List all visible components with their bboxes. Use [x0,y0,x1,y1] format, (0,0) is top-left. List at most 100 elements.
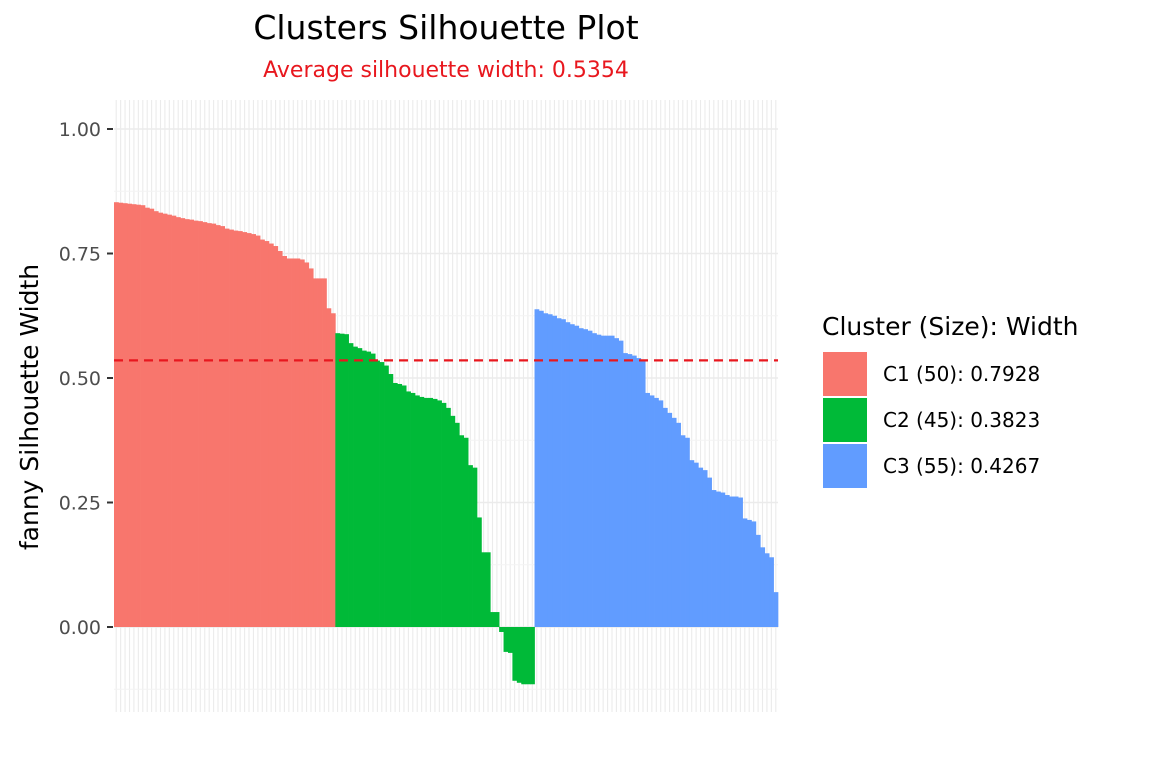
silhouette-bar-c3 [569,324,575,627]
silhouette-bar-c1 [299,259,305,627]
silhouette-bar-c2 [472,467,478,627]
silhouette-bar-c3 [764,553,770,627]
silhouette-bar-c1 [153,211,159,628]
silhouette-bar-c1 [211,223,217,627]
y-tick-label: 0.50 [59,368,101,390]
silhouette-bar-c2 [481,552,487,627]
silhouette-bar-c2 [516,627,522,683]
silhouette-bar-c2 [397,383,403,627]
silhouette-bar-c2 [454,422,460,627]
silhouette-bar-c1 [118,202,124,628]
silhouette-bar-c2 [503,627,509,652]
silhouette-bar-c2 [375,360,380,627]
silhouette-bar-c3 [769,557,774,627]
silhouette-bar-c2 [525,627,531,685]
silhouette-bar-c2 [432,398,438,627]
silhouette-bar-c3 [773,592,779,627]
y-tick-label: 0.75 [59,244,101,266]
silhouette-bar-c3 [667,412,673,627]
silhouette-bar-c3 [578,328,584,627]
silhouette-bar-c3 [587,330,593,627]
silhouette-bar-c1 [282,255,287,628]
silhouette-bar-c3 [605,335,611,627]
silhouette-bar-c2 [441,402,447,627]
silhouette-bar-c3 [658,400,664,627]
silhouette-bar-c1 [198,221,203,627]
silhouette-bar-c3 [543,313,549,627]
legend-title: Cluster (Size): Width [822,312,1079,341]
silhouette-bar-c3 [698,467,704,627]
silhouette-bar-c2 [499,627,504,632]
silhouette-bar-c3 [552,315,558,627]
silhouette-bar-c1 [193,220,199,627]
silhouette-bar-c3 [716,491,721,627]
y-tick-label: 0.25 [59,493,101,515]
silhouette-bar-c3 [596,334,602,627]
legend-key-c3 [822,443,868,489]
silhouette-bar-c2 [437,400,442,627]
silhouette-bar-c3 [685,437,690,627]
silhouette-bar-c1 [255,235,261,627]
silhouette-bar-c1 [206,223,212,627]
silhouette-bar-c2 [366,351,372,627]
silhouette-bar-c3 [609,335,615,627]
silhouette-bar-c1 [144,207,150,627]
silhouette-bar-c2 [339,333,345,627]
silhouette-bar-c2 [379,362,385,627]
silhouette-bar-c2 [468,465,473,627]
silhouette-bar-c3 [640,360,646,627]
silhouette-bar-c2 [344,334,349,627]
silhouette-bar-c3 [755,534,761,627]
silhouette-bar-c2 [353,346,358,627]
silhouette-bar-c2 [419,396,425,627]
chart-title: Clusters Silhouette Plot [253,8,639,47]
silhouette-bar-c2 [361,350,367,627]
silhouette-bar-c3 [600,335,606,627]
legend-label-c3: C3 (55): 0.4267 [883,454,1041,478]
silhouette-bar-c1 [215,225,221,627]
silhouette-bar-c3 [574,325,580,627]
legend-item-c3: C3 (55): 0.4267 [822,443,1079,489]
silhouette-bar-c1 [149,208,155,627]
legend-label-c1: C1 (50): 0.7928 [883,362,1041,386]
silhouette-bar-c1 [220,226,226,628]
silhouette-bar-c3 [760,547,766,627]
silhouette-bar-c3 [556,318,562,627]
silhouette-bar-c3 [618,340,624,627]
silhouette-bar-c1 [175,217,181,627]
silhouette-bar-c2 [392,382,398,627]
silhouette-bar-c3 [689,460,695,627]
bars-layer [114,202,779,685]
silhouette-bar-c1 [260,239,265,627]
silhouette-bar-c2 [401,385,407,627]
silhouette-bar-c3 [547,314,553,627]
silhouette-bar-c3 [623,353,628,627]
silhouette-bar-c1 [202,222,208,627]
silhouette-bar-c1 [158,212,164,627]
silhouette-bar-c2 [410,392,416,627]
y-axis: 0.00 0.25 0.50 0.75 1.00 [59,119,113,639]
silhouette-bar-c1 [304,262,310,627]
silhouette-bar-c3 [729,496,735,627]
silhouette-bar-c3 [707,477,712,627]
silhouette-bar-c3 [636,358,642,627]
silhouette-bar-c1 [242,232,248,627]
legend-item-c2: C2 (45): 0.3823 [822,397,1079,443]
silhouette-bar-c2 [406,391,411,627]
silhouette-bar-c2 [507,627,513,653]
silhouette-bar-c2 [348,343,354,627]
silhouette-bar-c2 [450,415,456,627]
silhouette-bar-c1 [184,219,190,627]
silhouette-bar-c2 [428,397,434,627]
silhouette-bar-c3 [738,497,743,627]
silhouette-bar-c3 [720,492,726,627]
silhouette-bar-c3 [534,309,540,627]
y-axis-title: fanny Silhouette Width [15,264,44,550]
silhouette-bar-c1 [131,204,137,627]
silhouette-bar-c3 [702,470,708,627]
silhouette-bar-c3 [711,490,717,627]
silhouette-bar-c1 [273,246,279,627]
silhouette-bar-c1 [114,202,119,627]
silhouette-bar-c1 [224,228,230,627]
silhouette-bar-c2 [384,365,389,627]
